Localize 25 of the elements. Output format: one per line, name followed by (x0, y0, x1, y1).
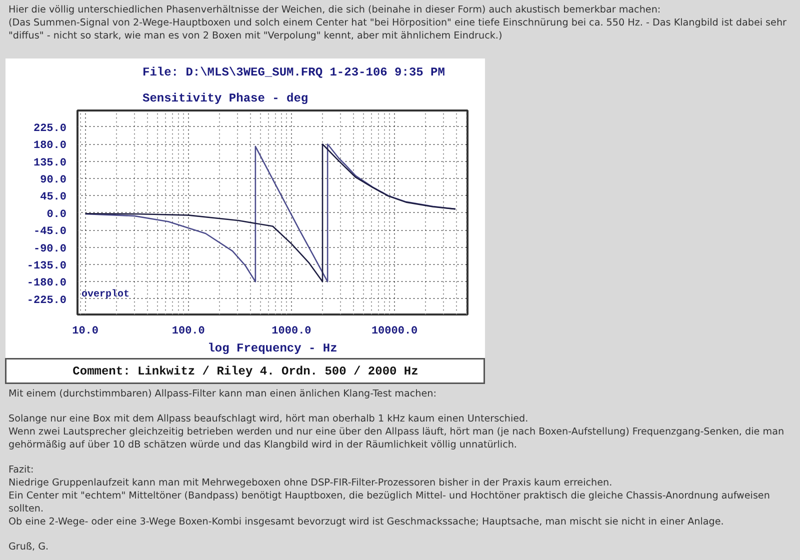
y-tick-label: -225.0 (26, 294, 67, 307)
y-tick-label: 135.0 (33, 157, 67, 170)
y-tick-label: 90.0 (40, 174, 66, 186)
annotation: overplot (82, 288, 130, 300)
y-tick-label: 0.0 (46, 208, 67, 221)
y-tick-label: -45.0 (33, 226, 67, 238)
text: Fazit: Niedrige Gruppenlaufzeit kann man mit Mehrwegeboxen ohne DSP-FIR-Filter-Prozessoren bisher in der Praxis kaum erreichen. Ein Center mit "echtem" Mitteltöner (Bandpass) benötigt Hauptboxen, die bezüglich Mittel- und Hochtöner praktisch die gleiche Chassis-Anordnung aufweisen sollten. Ob eine 2-Wege- oder eine 3-Wege Boxen-Kombi insgesamt bevorzugt wird ist Geschmackssache; Hauptsache, man mischt sie nicht in einer Anlage. (8, 464, 770, 528)
x-tick-label: 10.0 (72, 326, 99, 338)
x-tick-label: 100.0 (172, 326, 205, 338)
y-tick-label: 45.0 (40, 192, 66, 204)
y-tick-label: -180.0 (26, 278, 67, 290)
text: Mit einem (durchstimmbaren) Allpass-Filter kann man einen änlichen Klang-Test machen: (8, 388, 436, 400)
chart-subtitle: Hier die völlig unterschiedlichen Phasenverhältnisse der Weichen, die sich (beinahe in dieser Form) auch akustisch bemerkbar machen: (Das Summen-Signal von 2-Wege-Hauptboxen und solch einem Center hat "bei Hörposition" eine tiefe Einschnürung bei ca. 550 Hz. - Das Klangbild ist dabei sehr "diffus" - nicht so stark, wie man es von 2 Boxen mit "Verpolung" kennt, aber mit ähnlichem Eindruck.) (8, 4, 787, 42)
x-axis-title: log Frequency - Hz (208, 342, 338, 356)
text: Comment: Linkwitz / Riley 4. Ordn. 500 / 2000 Hz (72, 364, 418, 378)
y-tick-label: 225.0 (33, 122, 67, 135)
text: Gruß, G. (8, 542, 49, 552)
y-tick-label: -90.0 (33, 243, 67, 256)
chart-title: File: D:\MLS\3WEG_SUM.FRQ 1-23-106 9:35 PM (142, 66, 445, 80)
text: Solange nur eine Box mit dem Allpass beaufschlagt wird, hört man oberhalb 1 kHz kaum einen Unterschied. Wenn zwei Lautsprecher gleichzeitig betrieben werden und nur eine über den Allpass läuft, hört man (je nach Boxen-Aufstellung) Frequenzgang-Senken, die man gehörmäßig auf über 10 dB schätzen würde und das Klangbild wird in der Räumlichkeit völlig unnatürlich. (8, 414, 784, 450)
y-tick-label: 180.0 (33, 140, 67, 152)
y-tick-label: -135.0 (26, 260, 67, 272)
y-axis-title: Sensitivity Phase - deg (142, 92, 308, 106)
x-tick-label: 10000.0 (371, 326, 418, 338)
x-tick-label: 1000.0 (272, 326, 312, 338)
